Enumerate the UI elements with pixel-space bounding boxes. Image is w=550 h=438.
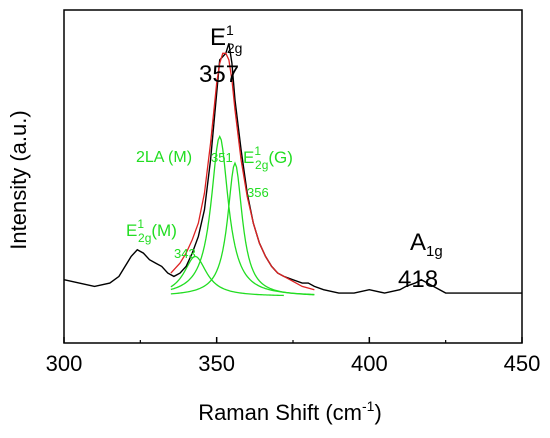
- e2g-peak-value: 357: [199, 61, 239, 88]
- series-layer: [63, 43, 522, 297]
- a1g-peak-label: A1g: [410, 229, 443, 260]
- e2g-g-value: 356: [247, 185, 269, 200]
- la-label: 2LA (M): [136, 149, 192, 166]
- x-tick-label: 350: [198, 351, 235, 376]
- x-tick-label: 400: [351, 351, 388, 376]
- x-tick-label: 450: [504, 351, 541, 376]
- e2g-m-value: 343: [174, 246, 196, 261]
- x-axis-title: Raman Shift (cm-1): [198, 398, 382, 425]
- component-curve-343: [170, 255, 284, 297]
- x-tick-label: 300: [46, 351, 83, 376]
- a1g-peak-value: 418: [398, 266, 438, 293]
- x-axis-ticks: 300 350 400 450: [46, 337, 541, 376]
- e2g-peak-label: E1 2g: [210, 22, 242, 56]
- component-curve-356: [170, 161, 315, 296]
- fit-curve-line: [170, 52, 315, 291]
- e2g-m-label: E1 2g(M): [126, 217, 177, 245]
- e2g-g-label: E1 2g(G): [243, 144, 293, 172]
- y-axis-title: Intensity (a.u.): [6, 110, 31, 249]
- la-value: 351: [211, 150, 233, 165]
- measured-spectrum-line: [63, 43, 522, 294]
